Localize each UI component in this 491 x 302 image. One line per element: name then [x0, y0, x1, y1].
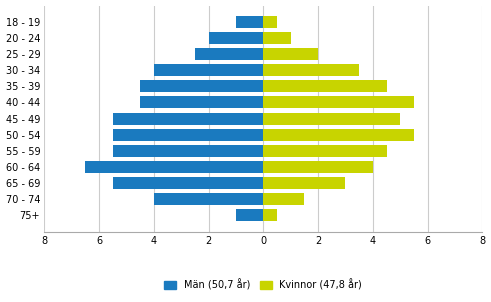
Bar [209, 32, 263, 44]
Bar [113, 177, 263, 189]
Bar [113, 129, 263, 141]
Bar [113, 145, 263, 157]
Bar [85, 161, 263, 173]
Bar [263, 64, 359, 76]
Bar [113, 113, 263, 125]
Bar [263, 129, 414, 141]
Bar [263, 193, 304, 205]
Bar [263, 48, 318, 60]
Bar [154, 193, 263, 205]
Bar [154, 64, 263, 76]
Legend: Män (50,7 år), Kvinnor (47,8 år): Män (50,7 år), Kvinnor (47,8 år) [161, 275, 366, 294]
Bar [263, 113, 400, 125]
Bar [263, 96, 414, 108]
Bar [195, 48, 263, 60]
Bar [263, 32, 291, 44]
Bar [263, 16, 277, 28]
Bar [236, 209, 263, 221]
Bar [140, 80, 263, 92]
Bar [263, 145, 386, 157]
Bar [140, 96, 263, 108]
Bar [263, 177, 346, 189]
Bar [263, 80, 386, 92]
Bar [263, 209, 277, 221]
Bar [236, 16, 263, 28]
Bar [263, 161, 373, 173]
